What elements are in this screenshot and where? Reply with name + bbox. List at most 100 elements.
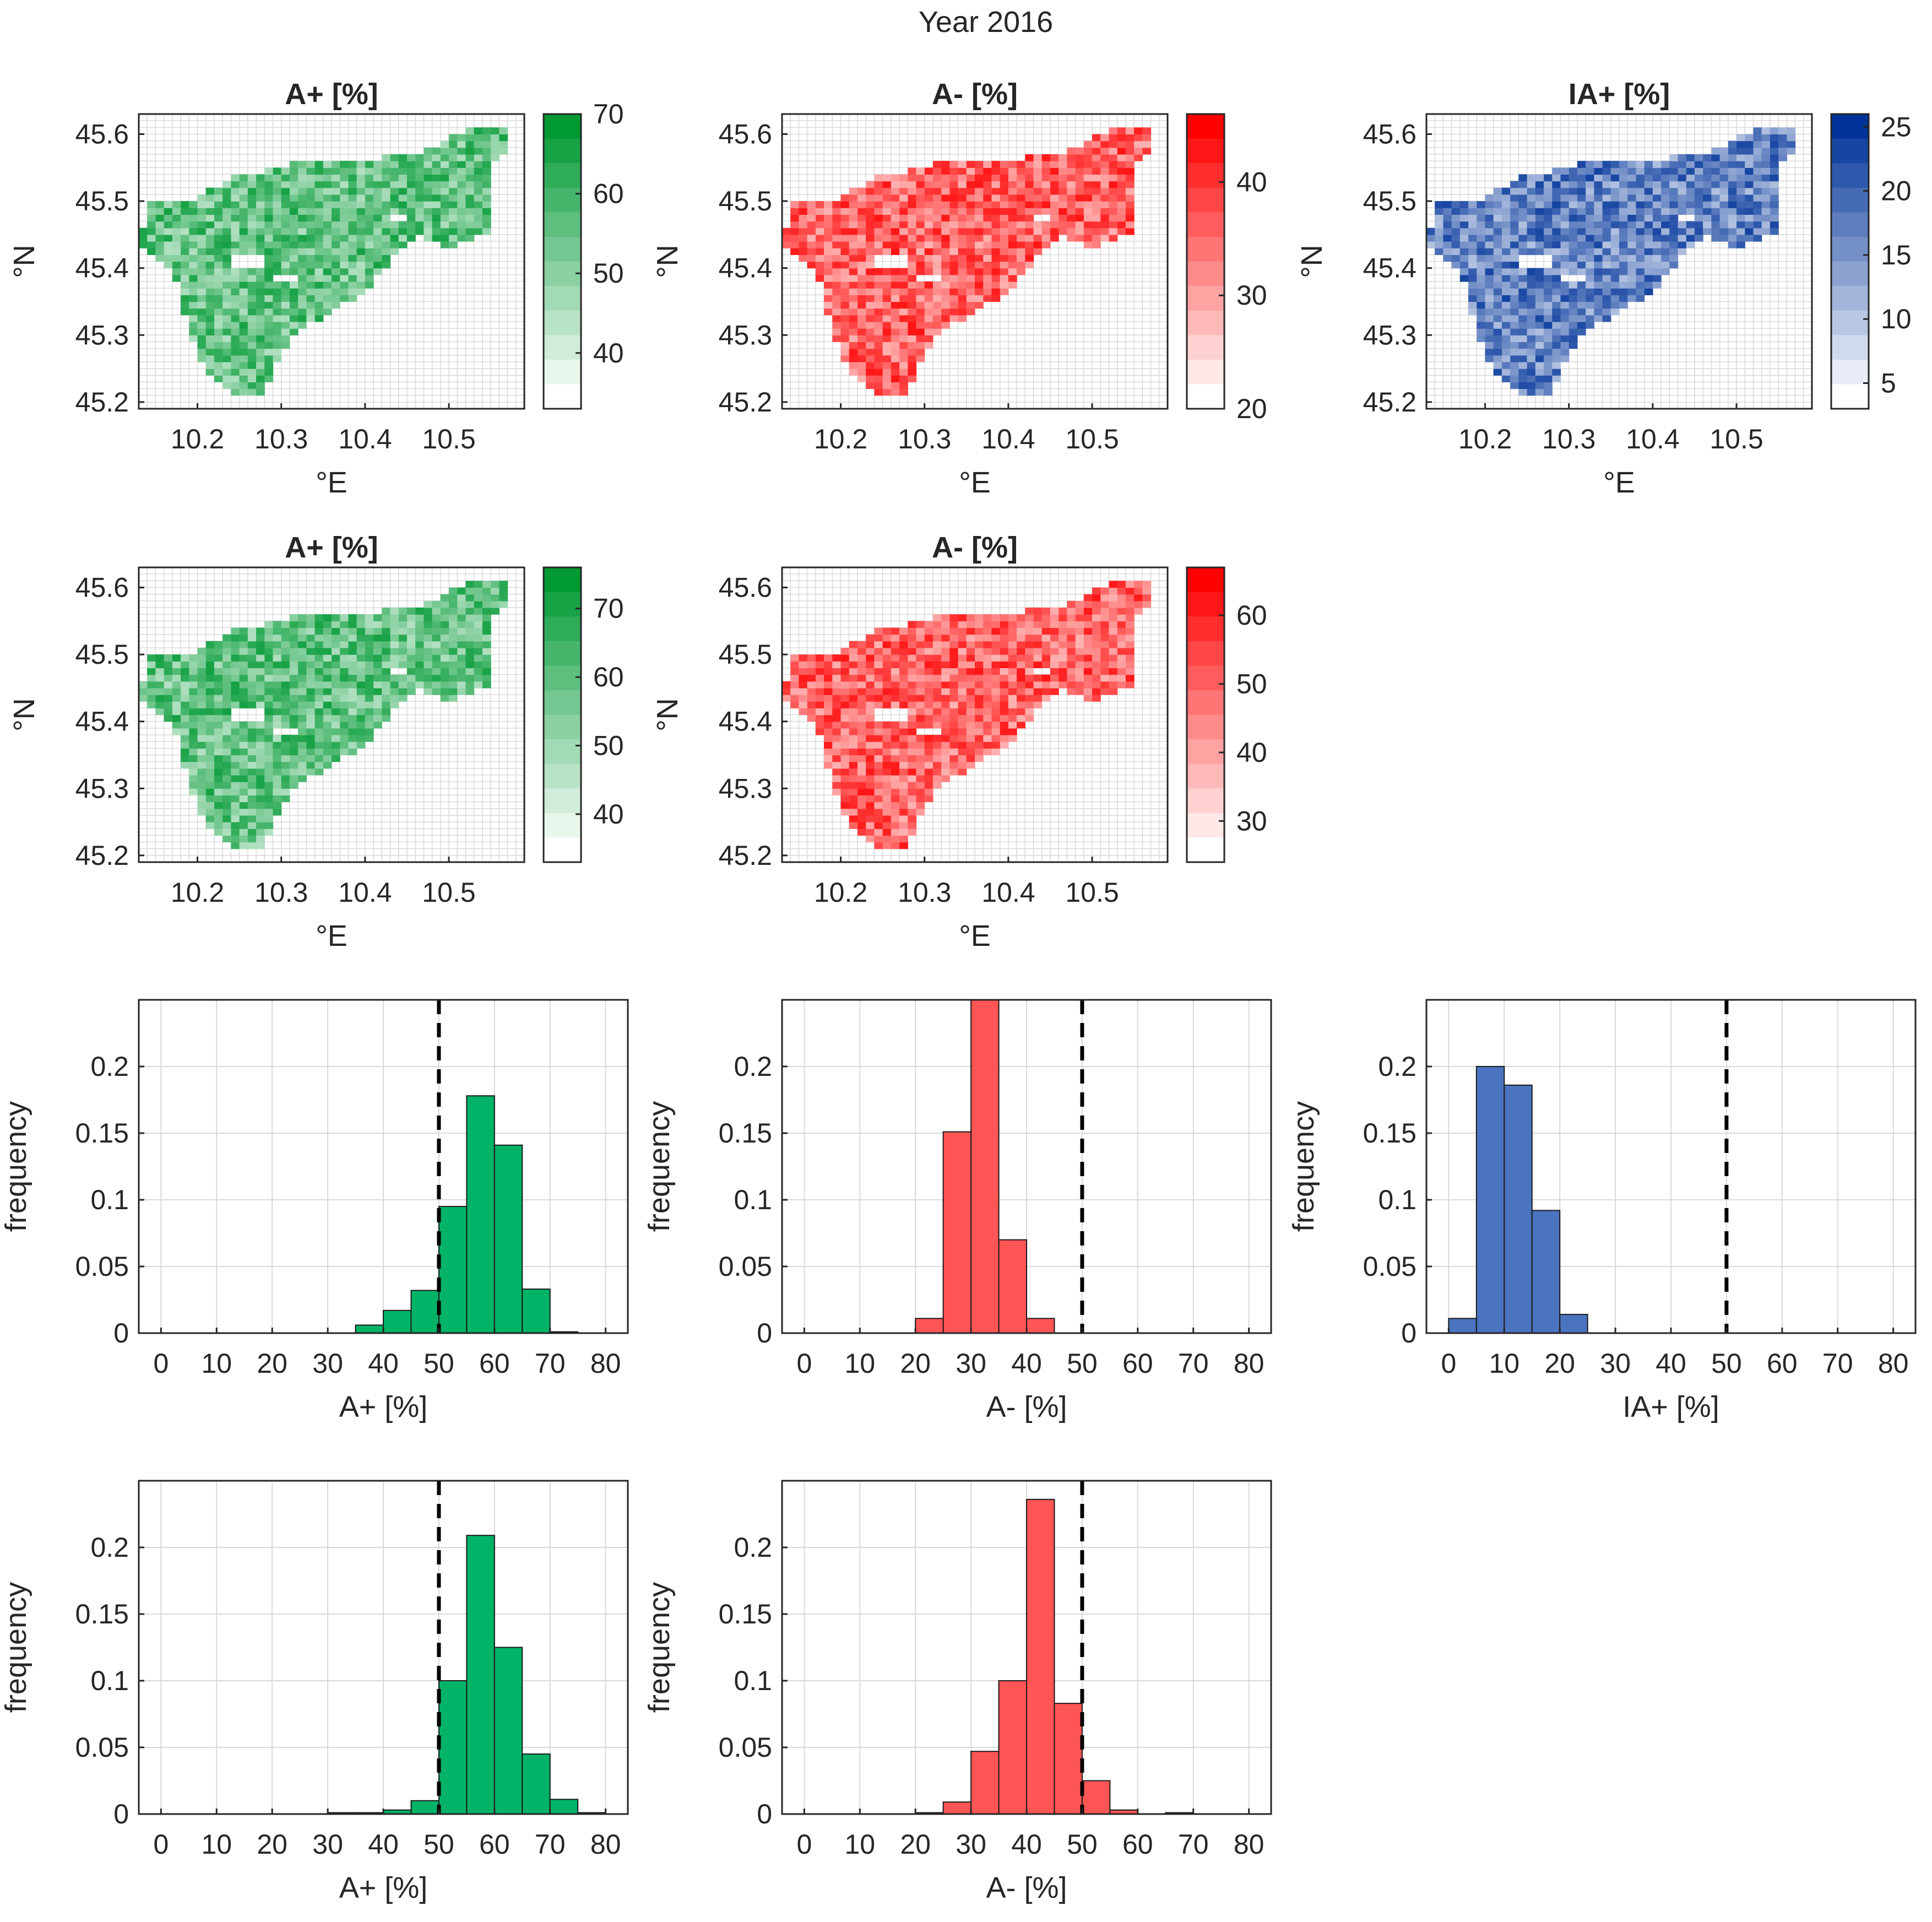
map-cell bbox=[1510, 181, 1519, 188]
map-cell bbox=[1501, 301, 1511, 309]
map-cell bbox=[205, 748, 215, 756]
map-cell bbox=[289, 661, 299, 668]
map-cell bbox=[1485, 214, 1494, 222]
map-cell bbox=[432, 641, 441, 648]
map-cell bbox=[348, 728, 357, 735]
map-cell bbox=[415, 228, 424, 235]
map-cell bbox=[807, 687, 816, 695]
map-cell bbox=[172, 681, 181, 689]
map-cell bbox=[1485, 261, 1494, 269]
map-cell bbox=[239, 268, 248, 275]
map-cell bbox=[966, 748, 975, 756]
map-x-axis-label: °E bbox=[316, 919, 348, 952]
map-cell bbox=[205, 708, 215, 716]
map-cell bbox=[222, 835, 231, 843]
map-cell bbox=[482, 668, 491, 675]
map-cell bbox=[966, 741, 975, 749]
map-cell bbox=[1627, 281, 1637, 289]
map-cell bbox=[924, 241, 934, 248]
map-cell bbox=[332, 161, 340, 168]
map-cell bbox=[1577, 315, 1586, 322]
map-cell bbox=[348, 695, 357, 702]
map-cell bbox=[264, 829, 274, 836]
map-cell bbox=[1586, 248, 1594, 255]
map-cell bbox=[398, 647, 408, 655]
map-cell bbox=[1652, 241, 1662, 248]
colorbar-step bbox=[1187, 837, 1224, 863]
map-cell bbox=[247, 308, 257, 316]
map-cell bbox=[239, 234, 248, 242]
histogram-bar bbox=[410, 1290, 439, 1334]
map-cell bbox=[205, 775, 215, 782]
map-cell bbox=[983, 741, 992, 749]
map-cell bbox=[390, 161, 399, 168]
map-cell bbox=[155, 234, 165, 242]
map-cell bbox=[1134, 607, 1143, 615]
map-cell bbox=[239, 835, 248, 843]
map-cell bbox=[1569, 194, 1578, 202]
map-cell bbox=[1117, 174, 1126, 182]
map-cell bbox=[1059, 194, 1067, 202]
map-cell bbox=[222, 755, 231, 762]
colorbar-box bbox=[1830, 113, 1870, 410]
map-cell bbox=[181, 288, 189, 295]
map-cell bbox=[298, 768, 307, 776]
map-cell bbox=[949, 261, 959, 269]
map-cell bbox=[1544, 221, 1553, 229]
map-cell bbox=[1719, 234, 1729, 242]
map-y-tick-label: 45.3 bbox=[719, 773, 772, 804]
histogram-bar bbox=[438, 1206, 468, 1334]
map-cell bbox=[499, 587, 508, 595]
map-cell bbox=[273, 174, 282, 182]
map-cell bbox=[958, 668, 967, 675]
map-cell bbox=[139, 234, 148, 242]
map-cell bbox=[958, 181, 967, 188]
map-cell bbox=[1736, 241, 1745, 248]
map-cell bbox=[273, 802, 282, 809]
map-cell bbox=[264, 361, 274, 369]
map-cell bbox=[1083, 647, 1093, 655]
map-cell bbox=[1627, 194, 1637, 202]
map-cell bbox=[807, 695, 816, 702]
map-cell bbox=[916, 255, 925, 262]
map-cell bbox=[891, 822, 900, 829]
map-cell bbox=[314, 681, 324, 689]
map-cell bbox=[782, 234, 791, 242]
map-cell bbox=[1569, 308, 1578, 316]
map-cell bbox=[1544, 234, 1553, 242]
map-cell bbox=[298, 281, 307, 289]
map-cell bbox=[899, 248, 908, 255]
map-cell bbox=[899, 315, 908, 322]
colorbar-step bbox=[1187, 261, 1224, 286]
colorbar-step bbox=[544, 665, 581, 691]
map-cell bbox=[1033, 695, 1043, 702]
map-cell bbox=[298, 261, 307, 269]
map-cell bbox=[348, 295, 357, 302]
map-cell bbox=[231, 214, 240, 222]
map-cell bbox=[1100, 681, 1110, 689]
map-cell bbox=[382, 221, 391, 229]
map-cell bbox=[390, 154, 399, 161]
map-cell bbox=[1501, 214, 1511, 222]
map-cell bbox=[1041, 194, 1051, 202]
map-cell bbox=[1518, 328, 1528, 335]
colorbar-tick-label: 40 bbox=[593, 799, 624, 830]
map-cell bbox=[323, 308, 332, 316]
map-cell bbox=[958, 627, 967, 635]
map-cell bbox=[1577, 221, 1586, 229]
map-cell bbox=[289, 328, 299, 335]
map-cell bbox=[1652, 268, 1662, 275]
map-cell bbox=[1745, 187, 1754, 195]
map-cell bbox=[1100, 181, 1110, 188]
map-cell bbox=[1728, 201, 1737, 208]
map-cell bbox=[298, 721, 307, 729]
map-cell bbox=[298, 695, 307, 702]
map-cell bbox=[1753, 181, 1762, 188]
map-cell bbox=[306, 228, 316, 235]
map-cell bbox=[474, 167, 483, 175]
map-cell bbox=[840, 228, 850, 235]
map-cell bbox=[1627, 295, 1637, 302]
map-cell bbox=[924, 308, 934, 316]
map-cell bbox=[332, 681, 340, 689]
map-cell bbox=[356, 234, 366, 242]
